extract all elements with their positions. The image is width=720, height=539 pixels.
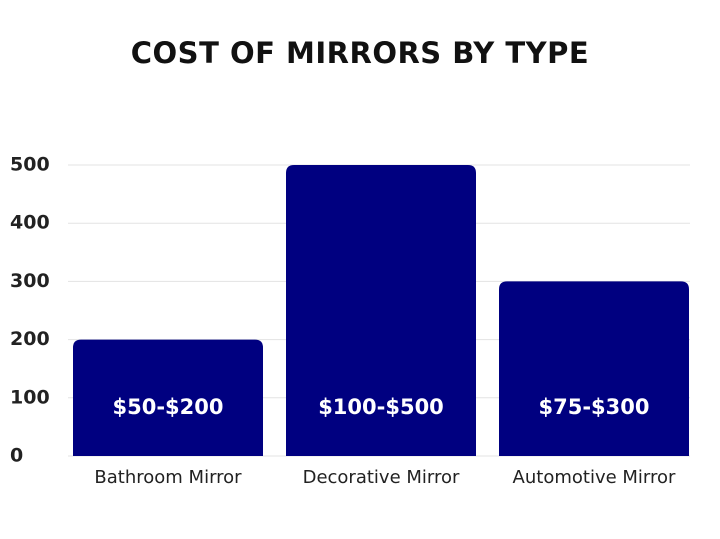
y-tick-label: 500 — [10, 154, 50, 176]
x-tick-label: Automotive Mirror — [513, 467, 676, 488]
x-tick-label: Bathroom Mirror — [94, 467, 242, 488]
y-tick-label: 300 — [10, 270, 50, 292]
bar — [73, 339, 263, 456]
chart-title: COST OF MIRRORS BY TYPE — [131, 36, 590, 70]
y-tick-label: 0 — [10, 445, 23, 467]
bar — [286, 165, 476, 456]
y-tick-label: 400 — [10, 212, 50, 234]
x-tick-label: Decorative Mirror — [303, 467, 460, 488]
value-label: $100-$500 — [318, 395, 444, 419]
value-label: $75-$300 — [539, 395, 650, 419]
y-tick-label: 100 — [10, 386, 50, 408]
value-label: $50-$200 — [113, 395, 224, 419]
bar — [499, 281, 689, 456]
y-tick-label: 200 — [10, 328, 50, 350]
